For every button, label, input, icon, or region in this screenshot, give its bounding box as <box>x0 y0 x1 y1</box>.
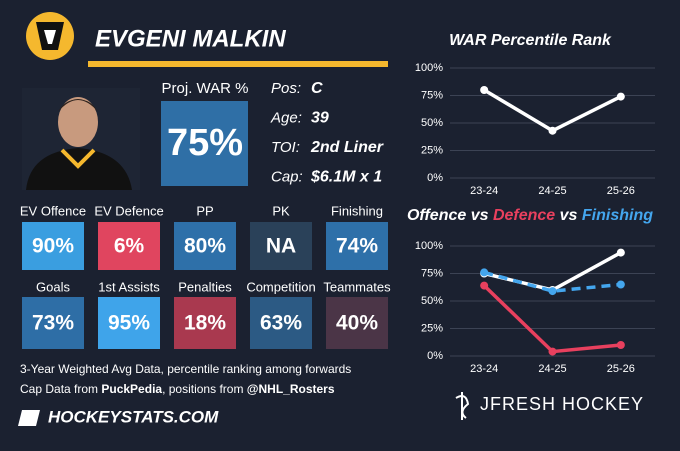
info-value: C <box>311 80 323 97</box>
credit-part: , positions from <box>162 382 247 396</box>
tile-label: PP <box>196 203 213 218</box>
info-label: Cap: <box>271 168 303 185</box>
info-label: Pos: <box>271 80 301 97</box>
tile-label: Goals <box>36 279 70 294</box>
point <box>616 92 625 101</box>
tile-value: 73% <box>32 312 74 335</box>
tile-box <box>174 222 236 270</box>
tile-box <box>326 297 388 349</box>
tile-box <box>250 222 312 270</box>
point <box>480 281 489 290</box>
tile-box <box>22 297 84 349</box>
y-tick-label: 0% <box>427 350 443 362</box>
footer-note: 3-Year Weighted Avg Data, percentile ran… <box>20 362 351 376</box>
y-tick-label: 50% <box>421 295 443 307</box>
tile-label: EV Defence <box>94 203 163 218</box>
point <box>616 341 625 349</box>
info-value: $6.1M x 1 <box>310 169 382 186</box>
brand-mark <box>455 392 470 420</box>
point <box>548 126 557 135</box>
info-value: 39 <box>311 110 329 127</box>
player-photo <box>22 88 140 190</box>
x-tick-label: 25-26 <box>607 185 635 197</box>
y-tick-label: 75% <box>421 89 443 101</box>
tile-value: 74% <box>336 235 378 258</box>
tile-value: 90% <box>32 235 74 258</box>
point <box>616 248 625 257</box>
legend-entry: Finishing <box>582 207 653 224</box>
tile-value: 18% <box>184 312 226 335</box>
x-tick-label: 25-26 <box>607 363 635 375</box>
footer-credits: Cap Data from PuckPedia, positions from … <box>20 382 335 396</box>
y-tick-label: 0% <box>427 172 443 184</box>
tile-label: EV Offence <box>20 203 86 218</box>
brand-name: JFRESH HOCKEY <box>480 394 644 414</box>
chart-title: Offence vs Defence vs Finishing <box>407 207 653 224</box>
point <box>548 347 557 356</box>
info-value: 2nd Liner <box>310 139 384 156</box>
y-tick-label: 100% <box>415 240 443 252</box>
tile-label: Finishing <box>331 203 383 218</box>
y-tick-label: 50% <box>421 117 443 129</box>
y-tick-label: 75% <box>421 267 443 279</box>
tile-value: 80% <box>184 235 226 258</box>
tile-box <box>250 297 312 349</box>
x-tick-label: 24-25 <box>538 363 566 375</box>
tile-label: 1st Assists <box>98 279 160 294</box>
tile-value: 63% <box>260 312 302 335</box>
player-name: EVGENI MALKIN <box>95 25 286 52</box>
proj-war-value: 75% <box>167 122 243 164</box>
credit-part: Cap Data from <box>20 382 101 396</box>
tile-value: 40% <box>336 312 378 335</box>
y-tick-label: 25% <box>421 322 443 334</box>
y-tick-label: 100% <box>415 62 443 74</box>
accent-bar <box>88 61 388 67</box>
tile-box <box>174 297 236 349</box>
x-tick-label: 23-24 <box>470 185 498 197</box>
credit-part: @NHL_Rosters <box>247 382 335 396</box>
point <box>616 280 625 289</box>
tile-value: NA <box>266 235 296 258</box>
title-joiner: vs <box>466 207 493 224</box>
tile-label: Competition <box>246 279 315 294</box>
credit-part: PuckPedia <box>101 382 162 396</box>
title-joiner: vs <box>555 207 582 224</box>
proj-war-label: Proj. WAR % <box>162 80 249 97</box>
tile-label: PK <box>272 203 290 218</box>
series-line <box>483 270 622 293</box>
x-tick-label: 24-25 <box>538 185 566 197</box>
tile-box <box>22 222 84 270</box>
info-label: Age: <box>270 109 302 126</box>
tile-value: 6% <box>114 235 145 258</box>
point <box>548 287 557 296</box>
tile-box <box>326 222 388 270</box>
tile-label: Penalties <box>178 279 232 294</box>
legend-entry: Defence <box>493 207 555 224</box>
point <box>480 86 489 94</box>
x-tick-label: 23-24 <box>470 363 498 375</box>
chart-title: WAR Percentile Rank <box>449 32 612 49</box>
tile-box <box>98 297 160 349</box>
legend-entry: Offence <box>407 207 466 224</box>
tile-value: 95% <box>108 312 150 335</box>
team-logo <box>26 12 74 60</box>
y-tick-label: 25% <box>421 144 443 156</box>
site-name: HOCKEYSTATS.COM <box>48 407 219 426</box>
info-label: TOI: <box>271 139 300 156</box>
point <box>480 268 489 277</box>
proj-war-box <box>161 101 248 186</box>
site-logo <box>18 410 40 426</box>
tile-box <box>98 222 160 270</box>
tile-label: Teammates <box>323 279 391 294</box>
